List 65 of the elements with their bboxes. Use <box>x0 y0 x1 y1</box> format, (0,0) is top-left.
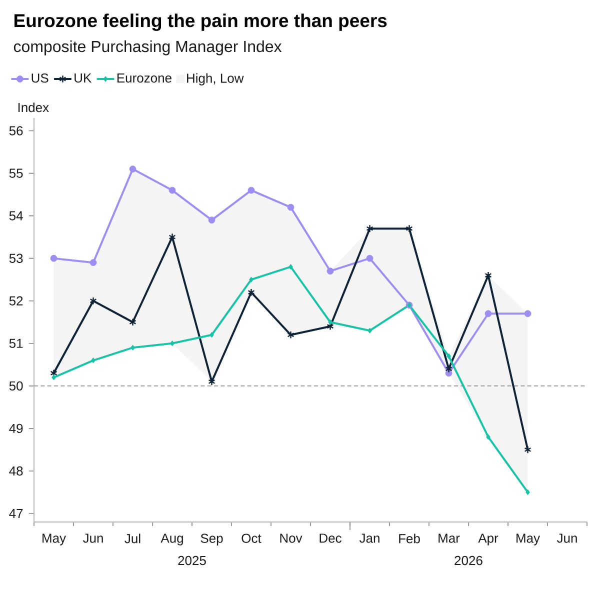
point <box>368 328 372 334</box>
x-tick-label: Dec <box>320 534 342 543</box>
legend-label: Eurozone <box>117 74 172 83</box>
point <box>90 259 97 266</box>
x-tick-label: Mar <box>438 534 460 543</box>
y-tick-label: 51 <box>9 338 23 348</box>
point <box>129 166 136 172</box>
point <box>130 344 135 350</box>
point <box>524 446 532 454</box>
point <box>170 340 174 346</box>
x-tick-label: Feb <box>399 534 420 544</box>
point <box>210 332 214 338</box>
point <box>50 254 58 262</box>
point <box>326 268 334 275</box>
point <box>208 378 216 386</box>
legend-label: High, Low <box>187 73 244 86</box>
x-tick-label: May <box>516 534 540 546</box>
point <box>248 288 255 296</box>
x-tick-label: Nov <box>280 534 302 543</box>
x-tick-label: Apr <box>478 534 498 546</box>
y-tick-label: 47 <box>9 509 23 518</box>
point <box>52 374 56 380</box>
y-tick-label: 54 <box>9 211 23 220</box>
x-tick-label: Jun <box>556 534 577 543</box>
point <box>445 364 452 373</box>
y-tick-label: 55 <box>9 168 23 178</box>
point <box>287 204 294 211</box>
point <box>129 318 136 326</box>
y-tick-label: 48 <box>9 466 23 476</box>
y-axis-title: Index <box>18 102 49 112</box>
x-tick-label: Jul <box>124 534 140 544</box>
point <box>208 216 216 224</box>
point <box>168 233 176 242</box>
y-tick-label: 56 <box>9 126 23 136</box>
point <box>524 310 532 318</box>
y-tick-label: 52 <box>9 296 23 306</box>
point <box>406 224 413 233</box>
x-tick-label: Sep <box>200 534 223 546</box>
y-tick-label: 50 <box>9 381 23 391</box>
point <box>287 330 294 339</box>
point <box>484 271 492 280</box>
y-tick-label: 53 <box>9 254 23 263</box>
y-tick-label: 49 <box>9 424 23 434</box>
point <box>249 276 254 282</box>
point <box>248 186 255 194</box>
x-tick-label: Oct <box>242 534 262 543</box>
point <box>366 224 374 233</box>
point <box>168 186 176 194</box>
text: 2026 <box>454 556 482 566</box>
legend-label: US <box>32 73 48 83</box>
point <box>91 358 96 364</box>
point <box>366 254 374 262</box>
x-tick-label: May <box>42 534 66 546</box>
point <box>484 310 492 318</box>
legend-label: UK <box>74 74 92 83</box>
chart-title: Eurozone feeling the pain more than peers <box>14 14 387 31</box>
x-tick-label: Jun <box>82 534 103 543</box>
x-tick-label: Aug <box>160 534 183 546</box>
point <box>446 353 451 359</box>
text: 2025 <box>178 556 206 566</box>
chart-subtitle: composite Purchasing Manager Index <box>14 40 282 56</box>
point <box>328 319 332 325</box>
point <box>90 296 97 305</box>
x-tick-label: Jan <box>359 534 380 543</box>
point <box>486 434 490 440</box>
